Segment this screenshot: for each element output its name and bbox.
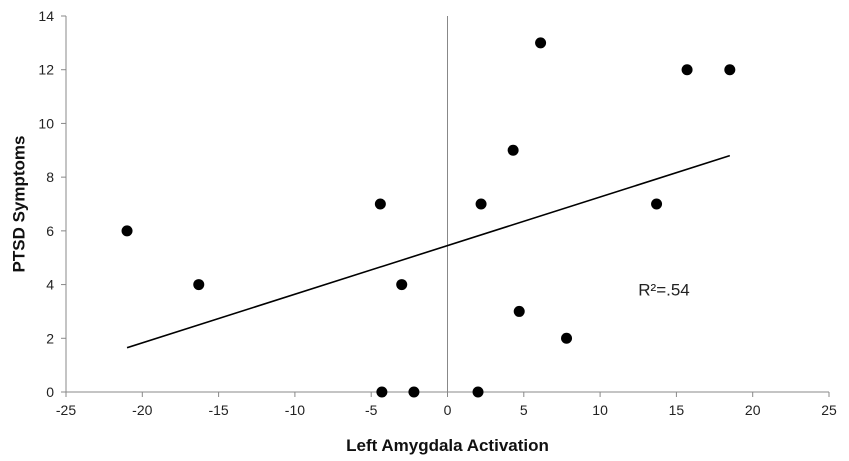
y-axis-ticks: 0 2 4 6 8 10 12 14	[38, 8, 66, 400]
data-point	[376, 386, 388, 398]
r-squared-annotation: R²=.54	[638, 280, 690, 299]
x-tick-label: 5	[520, 402, 528, 418]
data-point	[651, 198, 663, 210]
x-tick-label: -10	[285, 402, 305, 418]
y-tick-label: 0	[46, 384, 54, 400]
data-point	[408, 386, 420, 398]
trendline	[126, 154, 731, 349]
x-axis-ticks: -25 -20 -15 -10 -5 0 5 10 15 20 25	[56, 392, 837, 418]
x-tick-label: 0	[444, 402, 452, 418]
x-axis-title: Left Amygdala Activation	[346, 436, 549, 455]
y-tick-label: 2	[46, 330, 54, 346]
data-point	[681, 64, 693, 76]
data-points	[121, 37, 736, 398]
data-point	[374, 198, 386, 210]
y-tick-label: 6	[46, 223, 54, 239]
y-tick-label: 12	[38, 62, 54, 78]
y-axis-title: PTSD Symptoms	[9, 136, 28, 273]
axes	[65, 16, 829, 393]
y-tick-label: 10	[38, 115, 54, 131]
data-point	[535, 37, 547, 49]
y-tick-label: 4	[46, 277, 54, 293]
y-tick-label: 8	[46, 169, 54, 185]
x-tick-label: 10	[592, 402, 608, 418]
data-point	[513, 305, 525, 317]
x-tick-label: -5	[365, 402, 378, 418]
x-tick-label: 25	[821, 402, 837, 418]
data-point	[475, 198, 487, 210]
data-point	[472, 386, 484, 398]
data-point	[121, 225, 133, 237]
x-tick-label: -15	[208, 402, 228, 418]
data-point	[561, 332, 573, 344]
y-tick-label: 14	[38, 8, 54, 24]
x-tick-label: -25	[56, 402, 76, 418]
data-point	[396, 279, 408, 291]
data-point	[193, 279, 205, 291]
x-tick-label: 15	[669, 402, 685, 418]
x-tick-label: 20	[745, 402, 761, 418]
data-point	[724, 64, 736, 76]
x-tick-label: -20	[132, 402, 152, 418]
data-point	[507, 144, 519, 156]
